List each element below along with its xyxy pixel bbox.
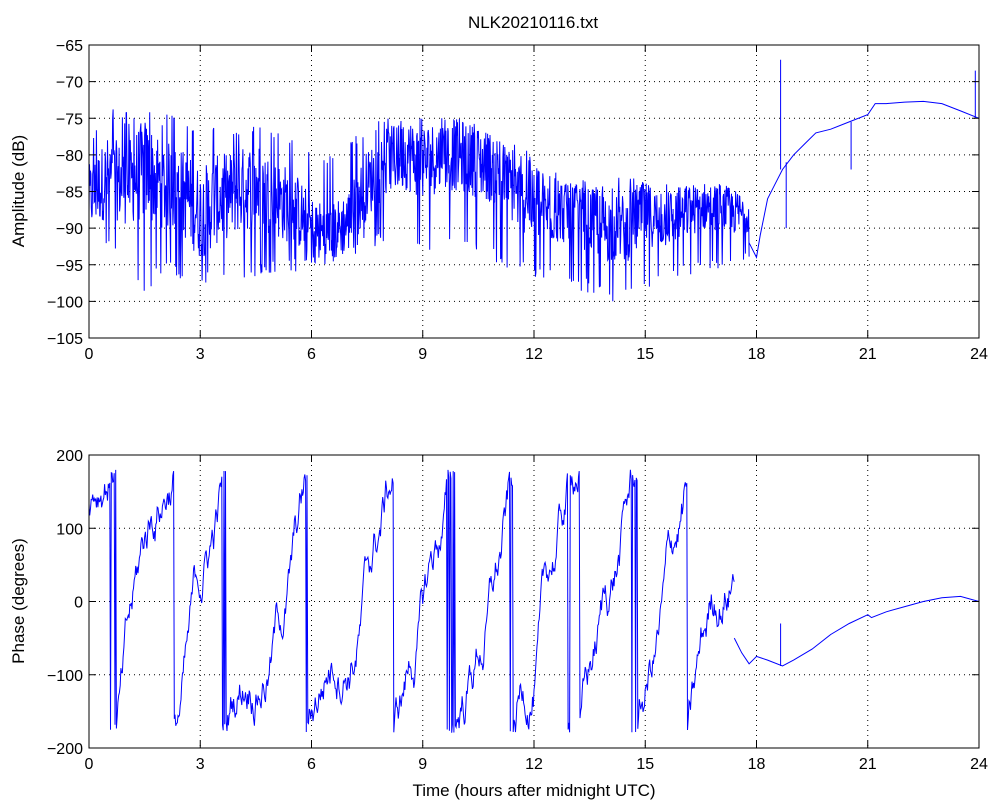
phase-y-tick-label: 200 — [56, 448, 83, 465]
phase-x-tick-label: 0 — [85, 756, 94, 773]
phase-ticks: 0 3 6 9 12 15 18 21 24 200 100 0 −100 −200 — [47, 448, 988, 773]
phase-series-smooth — [733, 595, 980, 667]
chart-title: NLK20210116.txt — [468, 13, 598, 32]
amplitude-x-tick-label: 9 — [418, 346, 427, 363]
amplitude-x-tick-label: 12 — [525, 346, 543, 363]
amplitude-series-smooth — [748, 100, 980, 259]
amplitude-x-tick-label: 6 — [307, 346, 316, 363]
phase-x-tick-label: 24 — [970, 756, 988, 773]
amplitude-x-tick-label: 24 — [970, 346, 988, 363]
amplitude-x-tick-label: 21 — [859, 346, 877, 363]
phase-y-axis-label: Phase (degrees) — [9, 538, 28, 664]
phase-x-tick-label: 9 — [418, 756, 427, 773]
amplitude-y-tick-label: −70 — [56, 75, 83, 92]
amplitude-ticks: 0 3 6 9 12 15 18 21 24 −65 −70 −75 −80 −85 −90 −95 −100 −… — [47, 38, 988, 363]
amplitude-series — [88, 59, 980, 302]
amplitude-y-tick-label: −85 — [56, 185, 83, 202]
amplitude-series-spikes — [780, 59, 976, 229]
amplitude-x-tick-label: 0 — [85, 346, 94, 363]
amplitude-series-noisy — [88, 109, 750, 302]
amplitude-y-tick-label: −100 — [47, 294, 83, 311]
phase-x-tick-label: 15 — [636, 756, 654, 773]
amplitude-panel: 0 3 6 9 12 15 18 21 24 −65 −70 −75 −80 −85 −90 −95 −100 −… — [9, 38, 988, 363]
amplitude-y-tick-label: −95 — [56, 258, 83, 275]
amplitude-x-tick-label: 3 — [196, 346, 205, 363]
time-x-axis-label: Time (hours after midnight UTC) — [412, 781, 655, 800]
amplitude-y-tick-label: −80 — [56, 148, 83, 165]
amplitude-y-axis-label: Amplitude (dB) — [9, 135, 28, 247]
phase-grid — [89, 455, 979, 748]
phase-x-tick-label: 3 — [196, 756, 205, 773]
phase-y-tick-label: 0 — [74, 595, 83, 612]
amplitude-y-tick-label: −90 — [56, 221, 83, 238]
phase-x-tick-label: 6 — [307, 756, 316, 773]
amplitude-y-tick-label: −75 — [56, 111, 83, 128]
phase-y-tick-label: 100 — [56, 521, 83, 538]
amplitude-x-tick-label: 18 — [748, 346, 766, 363]
phase-x-tick-label: 18 — [748, 756, 766, 773]
amplitude-y-tick-label: −105 — [47, 331, 83, 348]
amplitude-x-tick-label: 15 — [636, 346, 654, 363]
phase-y-tick-label: −200 — [47, 741, 83, 758]
phase-y-tick-label: −100 — [47, 668, 83, 685]
phase-x-tick-label: 21 — [859, 756, 877, 773]
phase-x-tick-label: 12 — [525, 756, 543, 773]
phase-series-wrapping — [88, 469, 735, 733]
phase-panel: 0 3 6 9 12 15 18 21 24 200 100 0 −100 −200 Phase (deg… — [9, 448, 988, 800]
amplitude-y-tick-label: −65 — [56, 38, 83, 55]
phase-series — [88, 469, 980, 733]
